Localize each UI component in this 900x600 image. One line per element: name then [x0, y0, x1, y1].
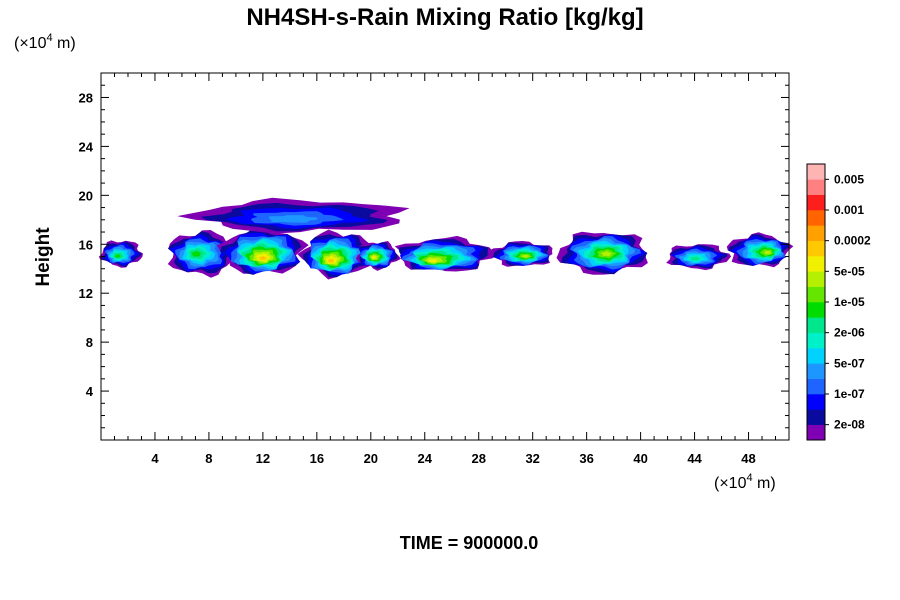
cloud-band	[98, 240, 143, 268]
contour-level	[427, 259, 439, 263]
cloud-band	[167, 230, 242, 278]
colorbar-swatch	[807, 194, 825, 211]
x-tick-label: 16	[310, 451, 324, 466]
chart-title: NH4SH-s-Rain Mixing Ratio [kg/kg]	[246, 4, 643, 31]
cloud-band	[177, 197, 410, 234]
x-unit-exponent: 4	[746, 472, 752, 484]
colorbar-swatch	[807, 378, 825, 395]
cloud-band	[666, 244, 732, 271]
colorbar-swatch	[807, 302, 825, 318]
x-tick-label: 32	[525, 451, 539, 466]
colorbar-label: 0.0002	[834, 234, 871, 248]
x-tick-label: 44	[687, 451, 702, 466]
y-tick-label: 8	[86, 335, 93, 350]
contour-level	[371, 256, 376, 259]
x-axis: 4 8 12 16 20 24 28 32 36 40 44 48	[113, 73, 777, 466]
contour-level	[327, 258, 335, 263]
y-axis: 4 8 12 16 20 24 28	[79, 84, 789, 429]
y-tick-label: 20	[79, 188, 93, 203]
x-tick-label: 40	[633, 451, 647, 466]
colorbar-label: 5e-07	[834, 356, 865, 370]
contour-level	[191, 250, 202, 257]
cloud-band	[297, 229, 373, 280]
y-tick-label: 28	[79, 90, 93, 105]
y-tick-label: 4	[86, 384, 94, 399]
time-annotation: TIME = 900000.0	[400, 533, 539, 553]
colorbar-swatch	[807, 271, 825, 287]
x-tick-label: 24	[418, 451, 433, 466]
colorbar-label: 0.001	[834, 203, 864, 217]
x-tick-label: 12	[256, 451, 270, 466]
colorbar-label: 2e-08	[834, 418, 865, 432]
cloud-band	[556, 231, 648, 275]
colorbar-swatch	[807, 317, 825, 333]
colorbar-swatch	[807, 332, 825, 349]
x-tick-label: 20	[364, 451, 378, 466]
contour-level	[522, 254, 530, 258]
contour-level	[268, 215, 318, 223]
colorbar-swatch	[807, 179, 825, 195]
colorbar-swatch	[807, 363, 825, 379]
contour-level	[258, 255, 268, 261]
colorbar-swatch	[807, 286, 825, 303]
colorbar-swatch	[807, 210, 825, 226]
x-tick-label: 8	[205, 451, 212, 466]
colorbar-swatch	[807, 164, 825, 180]
x-unit-label: (×104 m)	[714, 472, 776, 492]
cloud-band	[489, 241, 553, 267]
y-tick-label: 24	[79, 139, 94, 154]
colorbar-swatch	[807, 409, 825, 425]
cloud-band	[726, 232, 794, 268]
y-unit-label: (×104 m)	[14, 32, 76, 52]
colorbar: 2e-08 1e-07 5e-07 2e-06 1e-05 5e-05 0.0002 0.00…	[806, 163, 871, 441]
x-tick-label: 48	[741, 451, 755, 466]
contour-level	[601, 251, 612, 257]
x-tick-label: 28	[471, 451, 485, 466]
colorbar-label: 2e-06	[834, 326, 865, 340]
cloud-band	[394, 235, 498, 272]
cloud-band	[355, 241, 401, 271]
y-axis-title: Height	[33, 227, 54, 287]
y-tick-label: 16	[79, 237, 93, 252]
contour-field	[98, 197, 794, 280]
colorbar-swatch	[807, 225, 825, 241]
colorbar-swatch	[807, 348, 825, 364]
colorbar-label: 5e-05	[834, 264, 865, 278]
colorbar-label: 0.005	[834, 172, 864, 186]
colorbar-label: 1e-07	[834, 387, 865, 401]
colorbar-swatch	[807, 256, 825, 272]
contour-level	[764, 250, 772, 255]
y-tick-label: 12	[79, 286, 93, 301]
colorbar-swatch	[807, 394, 825, 410]
contour-level	[115, 254, 121, 258]
contour-level	[690, 256, 700, 261]
colorbar-label: 1e-05	[834, 295, 865, 309]
colorbar-swatch	[807, 240, 825, 257]
colorbar-swatch	[807, 424, 825, 441]
x-tick-label: 36	[579, 451, 593, 466]
cloud-band	[217, 224, 309, 275]
x-tick-label: 4	[151, 451, 159, 466]
y-unit-exponent: 4	[46, 32, 52, 44]
